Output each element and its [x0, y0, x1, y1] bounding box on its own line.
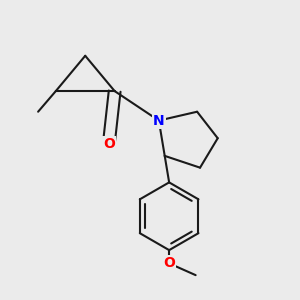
Text: O: O: [103, 137, 115, 151]
Text: O: O: [163, 256, 175, 270]
Text: N: N: [153, 114, 165, 128]
